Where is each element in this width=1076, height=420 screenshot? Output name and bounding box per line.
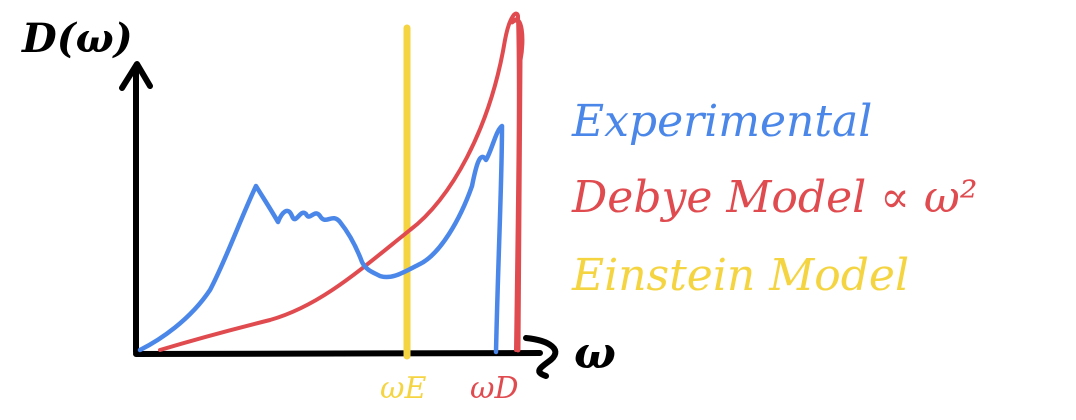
debye-model-curve (158, 11, 521, 352)
axes (119, 61, 559, 379)
y-axis-label: D(ω) (21, 15, 133, 62)
x-axis (133, 350, 543, 357)
y-axis-arrowhead (119, 61, 153, 91)
tick-label-omega-d: ωD (470, 371, 519, 406)
legend-experimental: Experimental (572, 96, 873, 147)
debye-model-curve-overstroke (509, 17, 525, 353)
legend-einstein-model: Einstein Model (572, 250, 910, 301)
tick-label-omega-e: ωE (380, 371, 426, 406)
x-axis-arrowhead (523, 335, 559, 379)
x-axis-label: ω (574, 328, 616, 379)
experimental-curve (137, 123, 505, 355)
legend-debye-model: Debye Model ∝ ω² (572, 172, 978, 223)
